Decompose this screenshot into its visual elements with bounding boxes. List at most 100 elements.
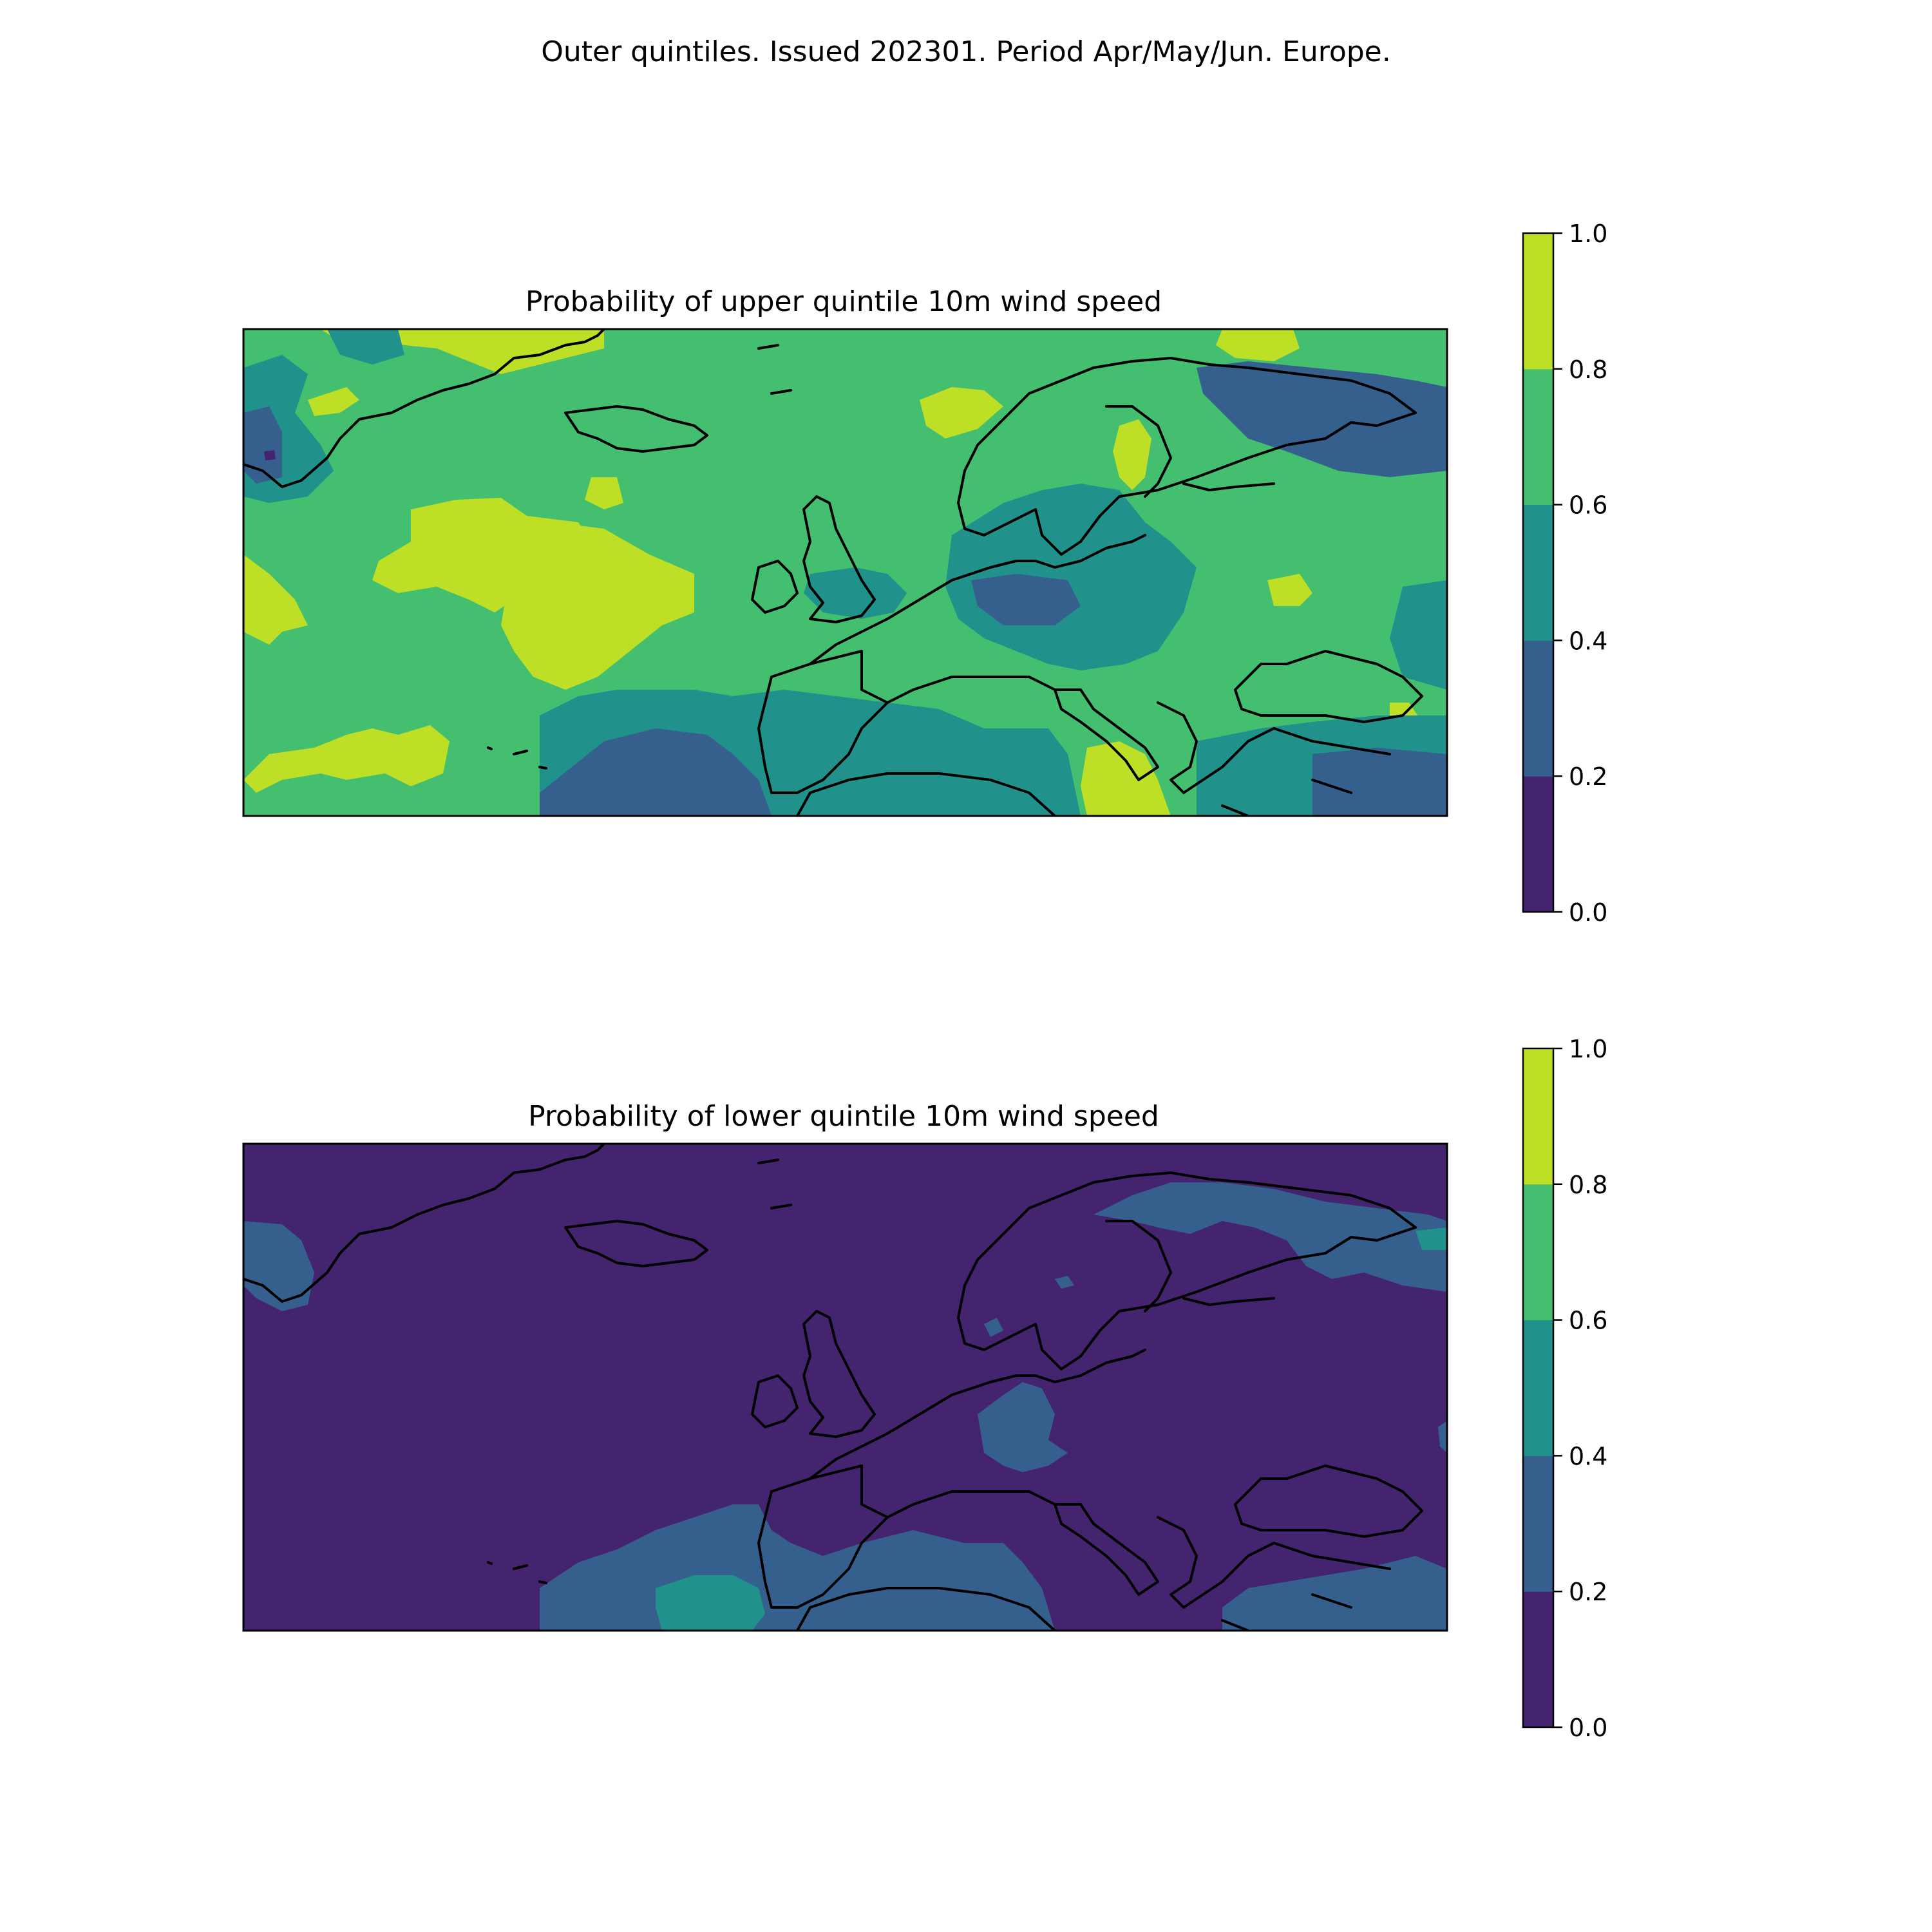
- colorbar-tick-label: 0.4: [1569, 1442, 1607, 1470]
- coastline-greenland: [243, 329, 605, 488]
- coastline-atlantic-islands: [487, 746, 547, 770]
- contour-region: [1113, 419, 1151, 490]
- colorbar-ticks: 0.0 0.2 0.4 0.6 0.8 1.0: [1553, 220, 1607, 927]
- colorbar-tick-label: 0.8: [1569, 355, 1607, 384]
- coastline-britain: [802, 495, 876, 623]
- contour-region: [327, 329, 404, 365]
- coastline-ireland: [751, 1374, 799, 1428]
- coastline-svalbard: [757, 344, 792, 395]
- contour-region: [920, 387, 1003, 439]
- colorbar-frame: [1522, 232, 1555, 913]
- colorbar-ticks: 0.0 0.2 0.4 0.6 0.8 1.0: [1553, 1035, 1607, 1742]
- contour-region: [804, 567, 907, 619]
- colorbar-band: [1523, 1320, 1553, 1456]
- probability-contours: [243, 1182, 1447, 1631]
- contour-region: [1438, 1421, 1447, 1453]
- contour-region: [243, 1221, 314, 1311]
- coastline-iberia: [757, 1464, 889, 1609]
- colorbar-frame: [1522, 1047, 1555, 1728]
- contour-region: [243, 725, 450, 793]
- panel-title-lower: Probability of lower quintile 10m wind s…: [528, 1100, 1159, 1133]
- map-frame-upper: [242, 328, 1448, 817]
- colorbar-band: [1523, 776, 1553, 913]
- contour-region: [1055, 1276, 1074, 1289]
- colorbar-tick-label: 0.2: [1569, 762, 1607, 791]
- contour-region: [1416, 1227, 1447, 1250]
- colorbar-tick-label: 0.0: [1569, 898, 1607, 927]
- colorbar-tick-label: 0.0: [1569, 1714, 1607, 1742]
- contour-region: [1312, 748, 1447, 816]
- coastline-black-sea: [1234, 650, 1423, 723]
- coastline-iceland: [564, 405, 708, 453]
- contour-region: [1390, 580, 1447, 690]
- coastline-black-sea: [1234, 1464, 1423, 1538]
- colorbar-upper: 0.0 0.2 0.4 0.6 0.8 1.0: [1522, 220, 1607, 927]
- map-frame-lower: [242, 1142, 1448, 1632]
- colorbar-tick-label: 0.8: [1569, 1171, 1607, 1199]
- colorbar-bands: [1523, 1048, 1553, 1728]
- contour-region: [264, 450, 276, 460]
- probability-contours: [243, 329, 1447, 816]
- colorbar-lower: 0.0 0.2 0.4 0.6 0.8 1.0: [1522, 1035, 1607, 1742]
- coastline-north-africa: [796, 772, 1056, 816]
- colorbar-tick-label: 0.6: [1569, 491, 1607, 520]
- coastline-anatolia: [1221, 1542, 1391, 1631]
- coastline-continental-europe: [809, 534, 1146, 665]
- contour-region: [1216, 329, 1300, 361]
- coastline-finland: [1105, 405, 1275, 498]
- contour-region: [984, 1318, 1003, 1337]
- colorbar-band: [1523, 368, 1553, 506]
- coastline-britain: [802, 1310, 876, 1438]
- figure-suptitle: Outer quintiles. Issued 202301. Period A…: [541, 35, 1391, 68]
- map-panel-upper: Probability of upper quintile 10m wind s…: [242, 220, 1607, 927]
- contour-region: [372, 498, 591, 612]
- coastline-iceland: [564, 1220, 708, 1267]
- coastlines: [243, 1144, 1423, 1631]
- colorbar-band: [1523, 504, 1553, 641]
- contour-region: [1197, 361, 1447, 477]
- contour-region: [656, 1575, 765, 1631]
- coastlines: [243, 329, 1423, 816]
- map-panel-lower: Probability of lower quintile 10m wind s…: [242, 1035, 1607, 1742]
- colorbar-band: [1523, 1455, 1553, 1592]
- colorbar-tick-label: 0.2: [1569, 1578, 1607, 1606]
- colorbar-tick-label: 0.6: [1569, 1307, 1607, 1335]
- coastline-anatolia: [1221, 727, 1391, 816]
- coastline-mediterranean-north: [886, 1490, 1056, 1519]
- contour-region: [1081, 741, 1171, 816]
- colorbar-band: [1523, 1184, 1553, 1321]
- panel-title-upper: Probability of upper quintile 10m wind s…: [526, 285, 1162, 318]
- coastline-mediterranean-north: [886, 676, 1056, 704]
- colorbar-band: [1523, 1591, 1553, 1728]
- coastline-iberia: [757, 650, 889, 794]
- coastline-finland: [1105, 1220, 1275, 1312]
- contour-region: [243, 554, 308, 645]
- colorbar-tick-label: 1.0: [1569, 220, 1607, 248]
- contour-region: [501, 522, 694, 690]
- coastline-balkans: [1157, 1516, 1275, 1609]
- coastline-atlantic-islands: [487, 1561, 547, 1584]
- contour-region: [308, 387, 359, 416]
- coastline-scandinavia: [957, 357, 1417, 556]
- coastline-north-africa: [796, 1587, 1056, 1631]
- map-area-upper: [243, 329, 1447, 816]
- contour-region: [971, 574, 1081, 625]
- contour-region: [1267, 574, 1312, 606]
- coastline-italy: [1054, 1503, 1159, 1596]
- contour-region: [540, 728, 772, 816]
- coastline-svalbard: [757, 1159, 792, 1209]
- contour-region: [243, 406, 282, 484]
- colorbar-tick-label: 0.4: [1569, 627, 1607, 655]
- coastline-italy: [1054, 688, 1159, 781]
- coastline-greenland: [243, 1144, 605, 1303]
- colorbar-band: [1523, 640, 1553, 777]
- coastline-balkans: [1157, 701, 1275, 794]
- contour-region: [585, 477, 623, 509]
- colorbar-bands: [1523, 233, 1553, 913]
- contour-region: [978, 1382, 1068, 1472]
- colorbar-band: [1523, 1048, 1553, 1185]
- colorbar-tick-label: 1.0: [1569, 1035, 1607, 1063]
- coastline-ireland: [751, 560, 799, 614]
- coastline-scandinavia: [957, 1171, 1417, 1370]
